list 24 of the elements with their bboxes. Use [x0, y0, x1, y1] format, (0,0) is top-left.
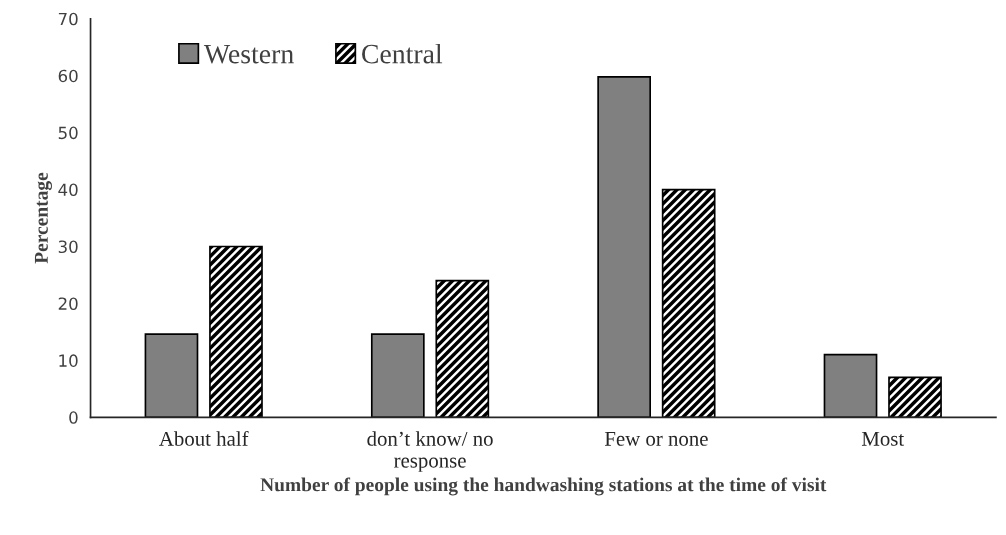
x-tick-label: Most — [861, 432, 905, 446]
x-tick-label: About half — [159, 430, 249, 446]
x-axis-title: Number of people using the handwashing stations at the time of visit — [260, 477, 827, 496]
y-tick-label: 40 — [58, 183, 78, 197]
bar — [597, 75, 652, 418]
y-tick-label: 70 — [58, 12, 78, 26]
bar — [888, 376, 942, 418]
bar — [144, 333, 199, 418]
y-tick-label: 0 — [69, 411, 78, 424]
bar — [661, 188, 716, 418]
y-tick-label: 60 — [58, 69, 78, 83]
x-tick-label: Few or none — [604, 432, 708, 446]
legend-label: Central — [362, 43, 443, 64]
y-axis-title: Percentage — [34, 172, 52, 264]
y-tick-label: 30 — [58, 240, 78, 254]
bar — [823, 353, 878, 418]
y-tick-label: 10 — [59, 354, 78, 367]
legend-label: Western — [203, 44, 294, 64]
x-tick-label: don’t know/ no response — [367, 431, 493, 472]
y-tick-label: 20 — [58, 297, 78, 310]
bar — [370, 333, 425, 418]
y-tick-label: 50 — [58, 126, 78, 140]
bar — [435, 279, 490, 418]
bar — [209, 245, 263, 418]
